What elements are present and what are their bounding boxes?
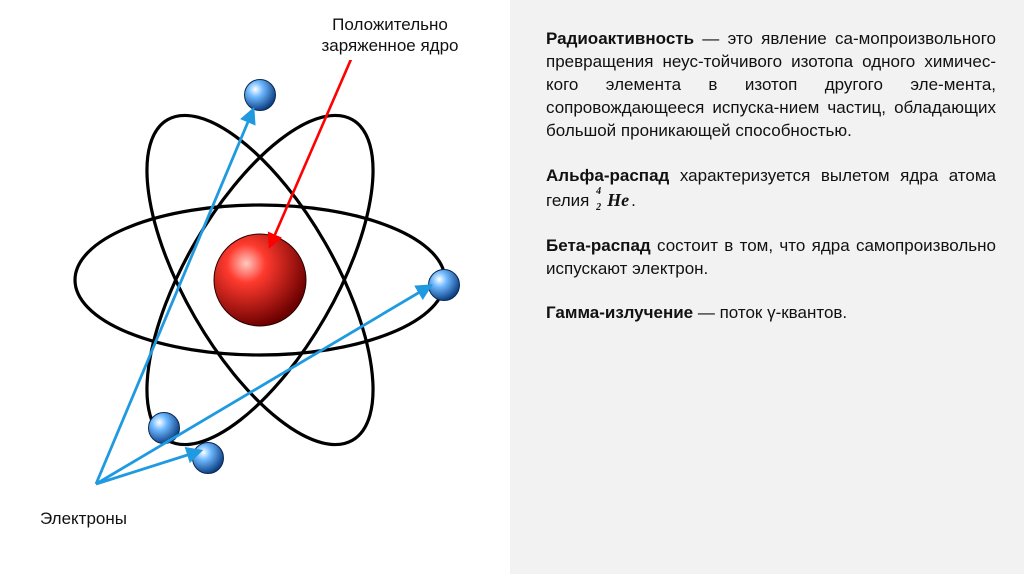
definition-alpha: Альфа-распад характеризуется вылетом ядр… — [546, 165, 996, 213]
term-alpha: Альфа-распад — [546, 166, 669, 185]
nucleus-label: Положительно заряженное ядро — [290, 14, 490, 57]
diagram-panel: Положительно заряженное ядро Электроны — [0, 0, 510, 574]
term-beta: Бета-распад — [546, 236, 651, 255]
definition-beta: Бета-распад состоит в том, что ядра само… — [546, 235, 996, 281]
electrons-label: Электроны — [40, 509, 127, 529]
term-gamma: Гамма-излучение — [546, 303, 693, 322]
atom-diagram — [40, 60, 480, 500]
text-panel: Радиоактивность — это явление са-мопроиз… — [510, 0, 1024, 574]
definition-radioactivity: Радиоактивность — это явление са-мопроиз… — [546, 28, 996, 143]
definition-gamma: Гамма-излучение — поток γ-квантов. — [546, 302, 996, 325]
helium-symbol: 42He — [596, 188, 629, 213]
term-radioactivity: Радиоактивность — [546, 29, 694, 48]
